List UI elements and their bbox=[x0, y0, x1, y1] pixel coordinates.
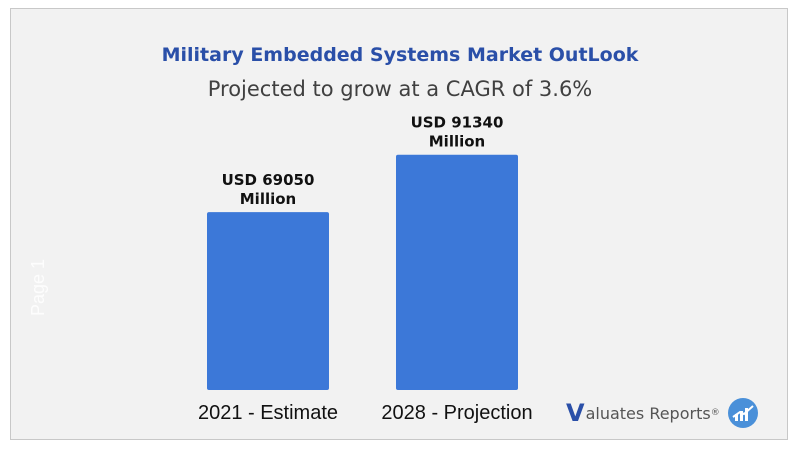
bar-2 bbox=[396, 154, 518, 390]
chart-subtitle: Projected to grow at a CAGR of 3.6% bbox=[207, 77, 593, 101]
logo-registered-mark: ® bbox=[710, 408, 720, 418]
bar-value-line: USD 69050 bbox=[222, 171, 315, 189]
chart-growth-icon bbox=[727, 398, 758, 428]
bar-1 bbox=[207, 212, 329, 390]
logo-name: aluates Reports bbox=[585, 403, 711, 423]
category-label-2: 2028 - Projection bbox=[381, 402, 532, 424]
category-label-1: 2021 - Estimate bbox=[198, 402, 338, 424]
logo-initial: V bbox=[566, 399, 585, 427]
bar-value-line: Million bbox=[429, 133, 485, 151]
chart-title: Military Embedded Systems Market OutLook bbox=[161, 44, 639, 66]
valuates-logo: V aluates Reports ® bbox=[566, 398, 760, 428]
bar-value-line: Million bbox=[240, 190, 296, 208]
bar-value-line: USD 91340 bbox=[411, 114, 504, 132]
